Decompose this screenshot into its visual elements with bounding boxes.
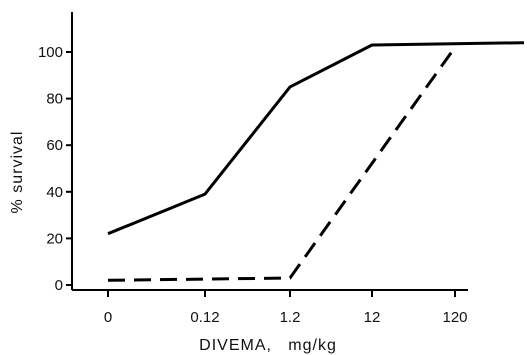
y-tick-label: 40	[46, 184, 63, 201]
x-tick-label: 0	[104, 309, 112, 326]
x-tick-label: 1.2	[280, 309, 301, 326]
y-tick-label: 60	[46, 137, 63, 154]
x-ticks: 0 0.12 1.2 12 120	[104, 290, 468, 326]
x-tick-label: 0.12	[190, 309, 219, 326]
y-axis-title: % survival	[9, 131, 26, 214]
y-tick-label: 20	[46, 230, 63, 247]
x-axis-title: DIVEMA, mg/kg	[199, 337, 337, 354]
y-tick-label: 100	[38, 44, 63, 61]
series-line-solid	[107, 41, 525, 236]
x-tick-label: 120	[442, 309, 467, 326]
y-ticks: 0 20 40 60 80 100	[38, 44, 72, 294]
y-tick-label: 80	[46, 91, 63, 108]
series-line-dashed	[107, 46, 457, 282]
series-layer	[107, 41, 525, 282]
x-tick-label: 12	[364, 309, 381, 326]
y-tick-label: 0	[55, 277, 63, 294]
